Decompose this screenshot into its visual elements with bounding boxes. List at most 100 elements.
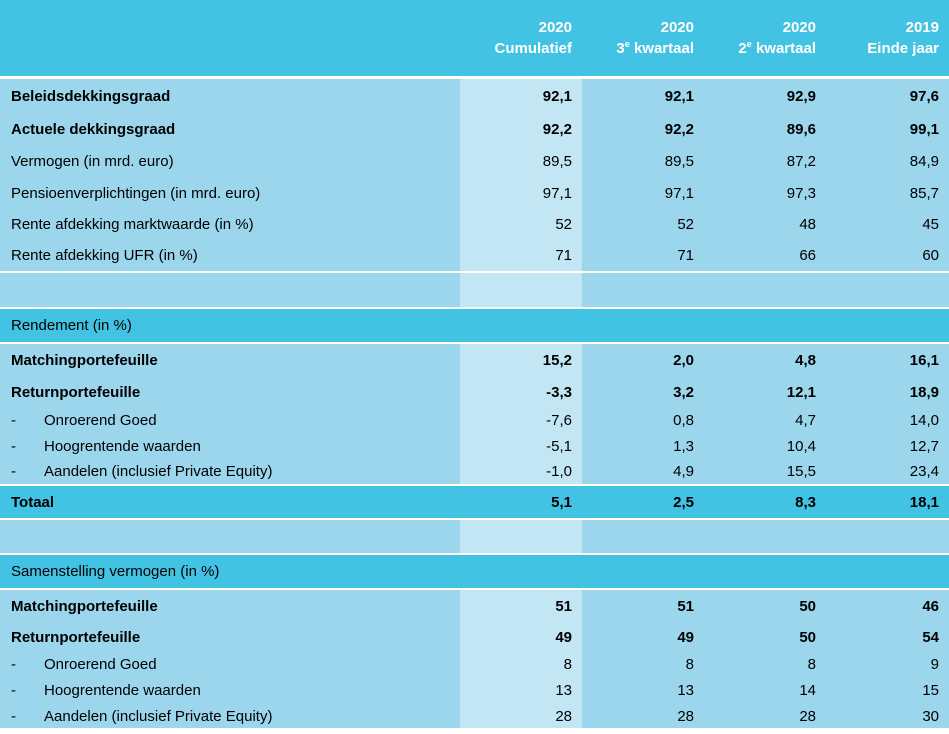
cell: 49 xyxy=(460,623,582,652)
cell: 49 xyxy=(582,623,704,652)
cell: 9 xyxy=(826,652,949,677)
cell: 5,1 xyxy=(460,484,582,519)
cell: 14,0 xyxy=(826,407,949,433)
cell: 23,4 xyxy=(826,459,949,485)
spacer-cell xyxy=(0,518,460,554)
section-header-samenstelling: Samenstelling vermogen (in %) xyxy=(0,553,949,589)
cell: 92,9 xyxy=(704,75,826,114)
cell: 89,5 xyxy=(582,145,704,177)
header-col-1: 2020 Cumulatief xyxy=(460,0,582,77)
table-row: Vermogen (in mrd. euro) 89,5 89,5 87,2 8… xyxy=(0,145,949,177)
cell: 97,1 xyxy=(582,177,704,209)
cell: 28 xyxy=(582,704,704,728)
table-row: - Hoogrentende waarden -5,1 1,3 10,4 12,7 xyxy=(0,433,949,459)
row-label: Rente afdekking marktwaarde (in %) xyxy=(0,209,460,240)
row-label: Totaal xyxy=(0,484,460,519)
spacer-cell xyxy=(0,271,460,308)
cell: 92,2 xyxy=(582,114,704,145)
row-label: Returnportefeuille xyxy=(0,623,460,652)
cell: 15 xyxy=(826,677,949,704)
section-title: Rendement (in %) xyxy=(0,307,949,343)
cell: 28 xyxy=(704,704,826,728)
table-row: - Aandelen (inclusief Private Equity) -1,… xyxy=(0,459,949,485)
header-col-2: 2020 3e kwartaal xyxy=(582,0,704,77)
spacer-cell xyxy=(704,271,826,308)
cell: 8 xyxy=(704,652,826,677)
table-row: Matchingportefeuille 15,2 2,0 4,8 16,1 xyxy=(0,342,949,377)
table-row: Returnportefeuille 49 49 50 54 xyxy=(0,623,949,652)
cell: 87,2 xyxy=(704,145,826,177)
cell: 99,1 xyxy=(826,114,949,145)
cell: 4,7 xyxy=(704,407,826,433)
cell: 3,2 xyxy=(582,377,704,407)
cell: 1,3 xyxy=(582,433,704,459)
cell: 92,1 xyxy=(460,75,582,114)
spacer-cell xyxy=(460,271,582,308)
table-row: - Onroerend Goed -7,6 0,8 4,7 14,0 xyxy=(0,407,949,433)
row-label: Beleidsdekkingsgraad xyxy=(0,75,460,114)
row-label: - Hoogrentende waarden xyxy=(0,677,460,704)
spacer-row xyxy=(0,271,949,308)
cell: -3,3 xyxy=(460,377,582,407)
cell: -5,1 xyxy=(460,433,582,459)
cell: 15,5 xyxy=(704,459,826,485)
cell: 30 xyxy=(826,704,949,728)
cell: 52 xyxy=(460,209,582,240)
table-row: Rente afdekking marktwaarde (in %) 52 52… xyxy=(0,209,949,240)
cell: 8,3 xyxy=(704,484,826,519)
row-label: Matchingportefeuille xyxy=(0,342,460,377)
row-label: - Hoogrentende waarden xyxy=(0,433,460,459)
cell: 8 xyxy=(460,652,582,677)
cell: 71 xyxy=(460,240,582,272)
header-row: 2020 Cumulatief 2020 3e kwartaal 2020 2e kw… xyxy=(0,0,949,77)
cell: 92,2 xyxy=(460,114,582,145)
row-label: Returnportefeuille xyxy=(0,377,460,407)
cell: 60 xyxy=(826,240,949,272)
cell: 0,8 xyxy=(582,407,704,433)
cell: 50 xyxy=(704,588,826,623)
table-row: Pensioenverplichtingen (in mrd. euro) 97… xyxy=(0,177,949,209)
row-label: Rente afdekking UFR (in %) xyxy=(0,240,460,272)
cell: 51 xyxy=(582,588,704,623)
cell: 10,4 xyxy=(704,433,826,459)
cell: 18,9 xyxy=(826,377,949,407)
cell: 8 xyxy=(582,652,704,677)
cell: 18,1 xyxy=(826,484,949,519)
cell: -7,6 xyxy=(460,407,582,433)
cell: 71 xyxy=(582,240,704,272)
cell: 50 xyxy=(704,623,826,652)
cell: 13 xyxy=(582,677,704,704)
cell: 97,6 xyxy=(826,75,949,114)
header-col-3: 2020 2e kwartaal xyxy=(704,0,826,77)
header-col-4: 2019 Einde jaar xyxy=(826,0,949,77)
spacer-cell xyxy=(582,518,704,554)
spacer-cell xyxy=(460,518,582,554)
cell: 89,5 xyxy=(460,145,582,177)
row-label: - Onroerend Goed xyxy=(0,407,460,433)
cell: 2,0 xyxy=(582,342,704,377)
row-label: - Onroerend Goed xyxy=(0,652,460,677)
cell: 85,7 xyxy=(826,177,949,209)
spacer-cell xyxy=(704,518,826,554)
cell: 84,9 xyxy=(826,145,949,177)
section-header-rendement: Rendement (in %) xyxy=(0,307,949,343)
cell: 4,9 xyxy=(582,459,704,485)
cell: -1,0 xyxy=(460,459,582,485)
table-row: Matchingportefeuille 51 51 50 46 xyxy=(0,588,949,623)
cell: 97,3 xyxy=(704,177,826,209)
header-empty-cell xyxy=(0,0,460,77)
cell: 13 xyxy=(460,677,582,704)
cell: 2,5 xyxy=(582,484,704,519)
table-row: Returnportefeuille -3,3 3,2 12,1 18,9 xyxy=(0,377,949,407)
row-label: Pensioenverplichtingen (in mrd. euro) xyxy=(0,177,460,209)
cell: 45 xyxy=(826,209,949,240)
cell: 28 xyxy=(460,704,582,728)
row-label: Matchingportefeuille xyxy=(0,588,460,623)
cell: 54 xyxy=(826,623,949,652)
table-row: Rente afdekking UFR (in %) 71 71 66 60 xyxy=(0,240,949,272)
cell: 46 xyxy=(826,588,949,623)
spacer-row xyxy=(0,518,949,554)
table-row: - Aandelen (inclusief Private Equity) 28 … xyxy=(0,704,949,728)
row-label: - Aandelen (inclusief Private Equity) xyxy=(0,459,460,485)
